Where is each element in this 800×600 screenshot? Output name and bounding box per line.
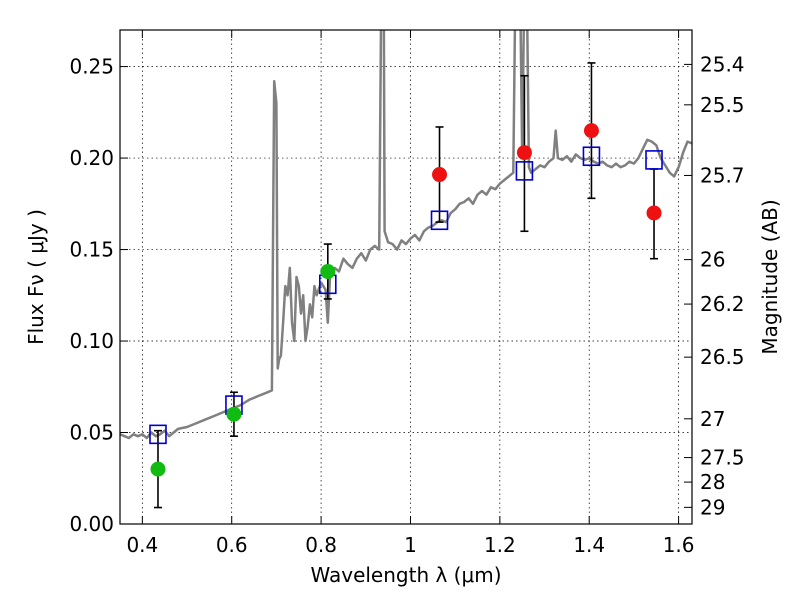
model-photometry-square	[582, 146, 601, 167]
photometry-point	[516, 145, 532, 161]
y-tick-label: 0.25	[69, 55, 114, 79]
y-tick-label: 0.10	[69, 329, 114, 353]
right-tick-label: 27	[700, 407, 725, 431]
right-tick-label: 26.2	[700, 292, 745, 316]
right-tick-label: 29	[700, 495, 725, 519]
x-axis-label: Wavelength λ (μm)	[310, 563, 501, 587]
x-tick-label: 1	[404, 533, 417, 557]
y-tick-label: 0.00	[69, 512, 114, 536]
plot-background	[120, 30, 692, 524]
right-tick-label: 28	[700, 470, 725, 494]
x-tick-label: 1.2	[484, 533, 516, 557]
ticks: 0.4 0.6 0.8 1 1.2 1.4 1.6 0.00 0.05 0.10 0.15 0.20 0…	[69, 30, 745, 557]
photometry-point	[320, 264, 336, 280]
model-photometry-square	[645, 150, 663, 170]
photometry-point	[432, 167, 448, 183]
model-photometry-square	[515, 161, 534, 181]
data-layer	[120, 30, 692, 509]
y-tick-label: 0.20	[69, 146, 114, 170]
right-tick-label: 26	[700, 248, 725, 272]
x-tick-label: 0.6	[216, 533, 248, 557]
model-photometry-square	[430, 210, 449, 231]
plot-frame	[119, 29, 693, 525]
photometry-point	[646, 205, 662, 221]
y-tick-label: 0.15	[69, 238, 114, 262]
photometry-point	[226, 406, 242, 422]
x-tick-label: 1.4	[573, 533, 605, 557]
right-axis-label: Magnitude (AB)	[758, 199, 782, 354]
x-tick-label: 0.4	[126, 533, 158, 557]
right-tick-label: 27.5	[700, 446, 745, 470]
x-tick-label: 1.6	[663, 533, 695, 557]
photometry-point	[583, 123, 599, 139]
photometry-point	[150, 461, 166, 477]
right-tick-label: 25.5	[700, 93, 745, 117]
y-tick-label: 0.05	[69, 421, 114, 445]
model-photometry-square	[149, 424, 167, 445]
x-tick-label: 0.8	[305, 533, 337, 557]
right-tick-label: 25.4	[700, 52, 745, 76]
y-axis-label: Flux Fν ( μJy )	[24, 209, 48, 345]
right-tick-label: 25.7	[700, 163, 745, 187]
right-tick-label: 26.5	[700, 345, 745, 369]
